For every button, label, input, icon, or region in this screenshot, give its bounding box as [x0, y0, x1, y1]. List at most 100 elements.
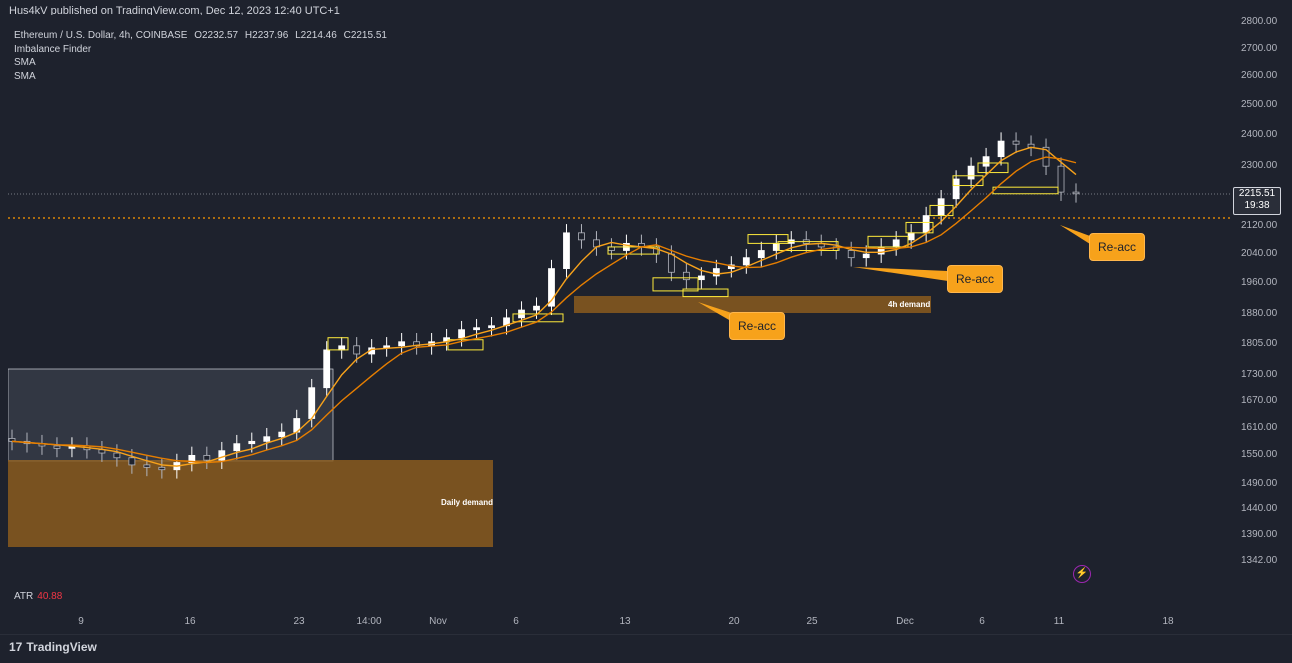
publish-info: Hus4kV published on TradingView.com, Dec…	[9, 5, 340, 17]
tradingview-logo[interactable]: 17 TradingView	[9, 640, 97, 654]
candle-body	[218, 450, 226, 461]
time-tick: 20	[728, 616, 740, 627]
indicator-sma-2[interactable]: SMA	[14, 70, 36, 82]
candle-body	[323, 349, 331, 389]
candle-body	[712, 268, 720, 277]
price-tick: 1490.00	[1241, 478, 1278, 490]
ohlc-close-label: C	[343, 30, 351, 41]
price-tick: 1880.00	[1241, 307, 1278, 319]
time-tick: 11	[1053, 616, 1065, 627]
price-tick: 1610.00	[1241, 421, 1278, 433]
bar-countdown: 19:38	[1244, 200, 1270, 211]
price-tick: 1440.00	[1241, 503, 1278, 515]
candle-body	[578, 232, 585, 241]
imbalance-box	[327, 337, 349, 351]
candle-body	[113, 452, 121, 459]
atr-indicator[interactable]: ATR 40.88	[14, 591, 62, 602]
ohlc-close: 2215.51	[350, 30, 387, 41]
price-tick: 2800.00	[1241, 16, 1278, 27]
price-tick: 2600.00	[1241, 70, 1278, 82]
imbalance-box	[977, 162, 1009, 174]
candle-body	[53, 445, 61, 449]
time-tick: Nov	[429, 616, 447, 627]
candle-body	[458, 329, 465, 339]
candle-body	[862, 253, 870, 259]
candle-body	[158, 466, 166, 471]
indicator-imbalance-finder[interactable]: Imbalance Finder	[14, 43, 92, 55]
re-acc-callout-1[interactable]: Re-acc	[729, 312, 786, 340]
4h-demand-zone	[574, 296, 931, 313]
candle-body	[847, 250, 855, 259]
time-tick: 13	[619, 616, 631, 627]
re-acc-callout-2[interactable]: Re-acc	[947, 265, 1004, 293]
candle-body	[697, 275, 705, 281]
symbol-title: Ethereum / U.S. Dollar, 4h, COINBASE	[14, 30, 188, 41]
price-tick: 1960.00	[1241, 277, 1278, 289]
time-tick: 6	[979, 616, 985, 627]
candle-body	[548, 268, 555, 307]
daily-demand-zone	[8, 460, 493, 547]
imbalance-box	[952, 175, 984, 187]
candle-body	[248, 440, 256, 445]
time-tick: 25	[806, 616, 818, 627]
candle-body	[682, 271, 690, 281]
candle-body	[398, 341, 406, 347]
candle-body	[128, 457, 136, 466]
atr-label: ATR	[14, 591, 34, 602]
symbol-line: Ethereum / U.S. Dollar, 4h, COINBASE O 22…	[14, 29, 387, 43]
current-price-tag: 2215.51 19:38	[1233, 187, 1281, 215]
ohlc-high: 2237.96	[252, 30, 289, 41]
price-tick: 1390.00	[1241, 529, 1278, 541]
candle-body	[233, 443, 241, 452]
candle-body	[278, 431, 286, 438]
candle-body	[742, 257, 750, 266]
imbalance-box	[652, 277, 699, 292]
ohlc-open-label: O	[194, 30, 202, 41]
candle-body	[907, 232, 915, 241]
callout-pointer-2	[853, 267, 948, 281]
tradingview-brand: TradingView	[26, 640, 97, 654]
indicator-sma-1[interactable]: SMA	[14, 57, 36, 68]
candle-body	[1012, 140, 1020, 145]
imbalance-box	[867, 235, 909, 248]
candle-body	[143, 464, 151, 468]
ohlc-low: 2214.46	[300, 30, 337, 41]
time-tick: Dec	[896, 616, 914, 627]
daily-demand-label: Daily demand	[441, 498, 494, 507]
atr-value: 40.88	[37, 591, 63, 602]
imbalance-box	[747, 234, 789, 244]
candle-body	[533, 305, 540, 311]
re-acc-callout-3[interactable]: Re-acc	[1089, 233, 1146, 261]
candle-body	[308, 387, 316, 419]
time-tick: 23	[293, 616, 305, 627]
candle-body	[188, 454, 196, 463]
4h-demand-label: 4h demand	[888, 300, 931, 309]
price-tick: 1730.00	[1241, 368, 1278, 380]
price-tick: 2120.00	[1241, 219, 1278, 231]
candle-body	[353, 345, 361, 355]
price-tick: 1342.00	[1241, 555, 1278, 566]
lightning-icon[interactable]: ⚡	[1073, 565, 1091, 583]
candle-body	[997, 140, 1005, 158]
imbalance-boxes	[327, 162, 1059, 351]
price-chart[interactable]	[8, 15, 1231, 609]
chart-legend: Ethereum / U.S. Dollar, 4h, COINBASE O 22…	[14, 29, 387, 83]
candle-body	[982, 156, 990, 167]
price-tick: 2300.00	[1241, 160, 1278, 172]
candle-body	[1072, 191, 1080, 195]
price-axis[interactable]	[1231, 15, 1284, 609]
imbalance-box	[607, 246, 659, 255]
candle-body	[892, 239, 900, 248]
time-tick: 9	[78, 616, 84, 627]
time-tick: 16	[184, 616, 196, 627]
price-tick: 1550.00	[1241, 449, 1278, 461]
time-tick: 14:00	[356, 616, 382, 627]
candle-body	[1057, 165, 1065, 193]
candle-body	[473, 327, 480, 331]
candle-body	[263, 436, 271, 442]
price-tick: 1805.00	[1241, 337, 1278, 349]
imbalance-box	[929, 204, 954, 217]
candle-body	[967, 165, 975, 180]
candle-body	[667, 253, 675, 273]
price-tick: 2700.00	[1241, 42, 1278, 54]
